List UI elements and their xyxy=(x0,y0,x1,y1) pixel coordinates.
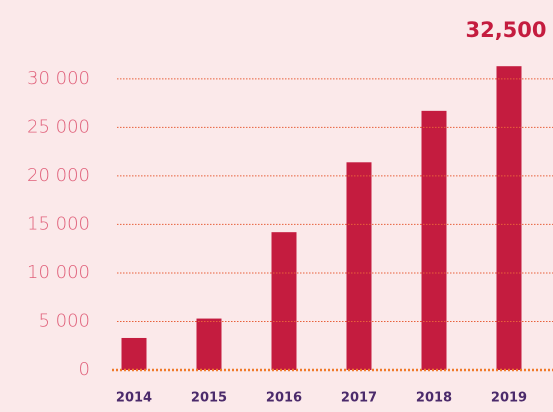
x-tick-label: 2015 xyxy=(191,391,227,406)
y-tick-label: 0 xyxy=(79,359,90,380)
x-tick-label: 2018 xyxy=(416,391,452,406)
y-tick-label: 15 000 xyxy=(27,213,90,234)
x-tick-label: 2017 xyxy=(341,391,377,406)
bar xyxy=(196,318,222,370)
y-tick-label: 20 000 xyxy=(27,165,90,186)
x-tick-label: 2014 xyxy=(116,391,152,406)
x-tick-label: 2019 xyxy=(491,391,527,406)
bar xyxy=(271,232,297,370)
y-tick-label: 5 000 xyxy=(38,310,90,331)
bar xyxy=(421,110,447,371)
y-tick-label: 30 000 xyxy=(27,68,90,89)
bar xyxy=(121,337,147,370)
bar xyxy=(496,66,522,371)
annotation: 32,500 xyxy=(465,18,546,42)
y-tick-label: 25 000 xyxy=(27,116,90,137)
bar xyxy=(346,162,372,370)
x-tick-label: 2016 xyxy=(266,391,302,406)
y-tick-label: 10 000 xyxy=(27,262,90,283)
